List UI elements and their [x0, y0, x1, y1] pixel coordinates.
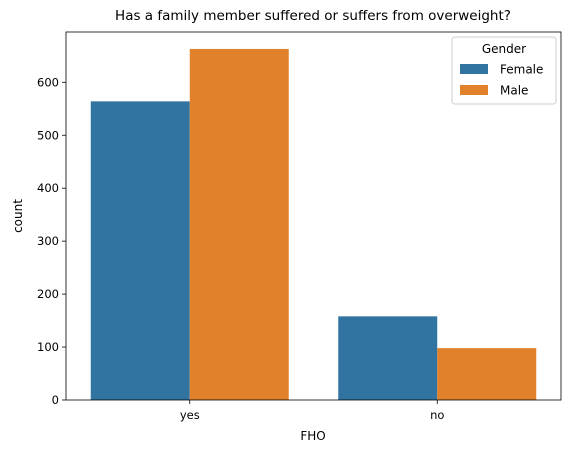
bar-female-no — [338, 316, 438, 400]
x-tick-label: yes — [180, 408, 200, 422]
x-tick-label: no — [430, 408, 444, 422]
y-tick-label: 600 — [37, 75, 59, 89]
y-axis-label: count — [11, 199, 25, 233]
y-tick-label: 500 — [37, 128, 59, 142]
legend-label-male: Male — [500, 84, 528, 98]
bar-female-yes — [90, 101, 190, 401]
chart-title: Has a family member suffered or suffers … — [115, 8, 511, 24]
bar-male-yes — [189, 48, 289, 400]
x-axis-label: FHO — [300, 429, 325, 443]
y-tick-label: 0 — [52, 393, 59, 407]
legend-swatch-female — [460, 64, 488, 74]
legend-label-female: Female — [500, 63, 543, 77]
bar-male-no — [437, 348, 537, 400]
y-tick-label: 100 — [37, 340, 59, 354]
y-tick-label: 300 — [37, 234, 59, 248]
legend-title: Gender — [482, 42, 526, 56]
y-tick-label: 400 — [37, 181, 59, 195]
plot-frame — [65, 31, 562, 401]
y-tick-label: 200 — [37, 287, 59, 301]
legend: Gender Female Male — [451, 36, 557, 105]
legend-swatch-male — [460, 85, 488, 95]
